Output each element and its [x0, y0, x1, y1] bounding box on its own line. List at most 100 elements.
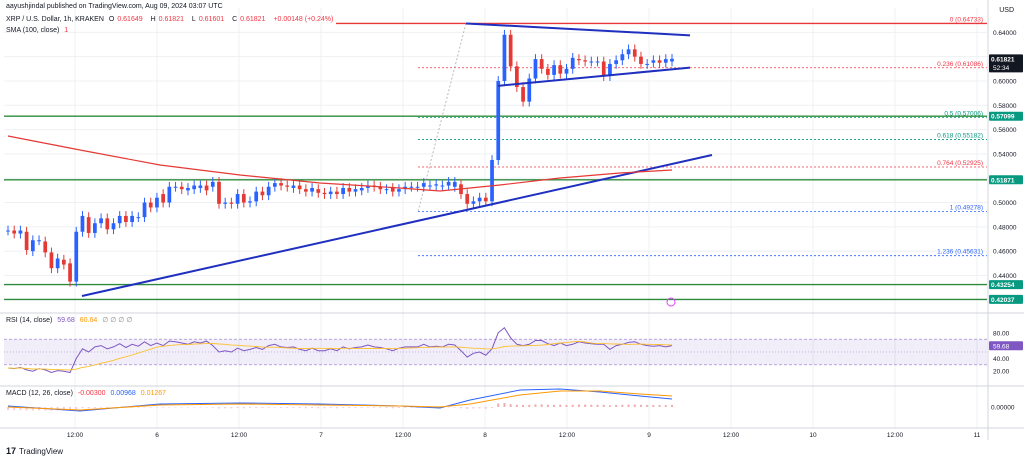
- candle-body-57: [359, 187, 364, 191]
- price-badge-1: 0.57099: [991, 114, 1015, 121]
- candle-body-30: [192, 185, 197, 190]
- macd-hist-46: [292, 407, 295, 408]
- rsi-ma-line: [7, 340, 673, 371]
- candle-body-46: [291, 185, 296, 188]
- candle-body-99: [620, 54, 625, 61]
- macd-hist-40: [255, 407, 258, 408]
- time-tick-3: 7: [319, 432, 323, 439]
- macd-hist-85: [534, 404, 537, 407]
- macd-hist-79: [497, 403, 500, 407]
- fib-label-3: 0.618 (0.55182): [937, 133, 983, 140]
- macd-hist-96: [602, 404, 605, 407]
- price-tick-4: 0.56000: [993, 127, 1017, 134]
- price-badge-bg-2: [989, 175, 1023, 185]
- author-line: aayushjindal published on TradingView.co…: [6, 3, 226, 10]
- candle-body-22: [142, 202, 147, 218]
- macd-hist-65: [410, 407, 413, 408]
- macd-hist-44: [280, 407, 283, 408]
- candle-body-56: [353, 189, 358, 192]
- candle-body-26: [167, 186, 172, 203]
- sma-value: 1: [64, 27, 69, 34]
- macd-hist-33: [211, 407, 214, 408]
- candle-body-47: [297, 185, 302, 190]
- candle-body-93: [583, 60, 587, 62]
- macd-hist-20: [131, 407, 134, 408]
- price-tick-3: 0.58000: [993, 103, 1017, 110]
- sma-line: [7, 135, 673, 192]
- fib-label-2: 0.5 (0.57006): [944, 110, 983, 117]
- candle-body-53: [335, 191, 339, 195]
- fib-label-6: 1.236 (0.45631): [937, 249, 983, 256]
- macd-hist-56: [354, 407, 357, 408]
- candle-body-72: [452, 181, 457, 187]
- candle-body-36: [229, 202, 234, 204]
- candle-body-44: [279, 183, 283, 186]
- macd-hist-92: [577, 404, 580, 407]
- macd-hist-97: [608, 405, 611, 407]
- macd-hist-104: [652, 404, 655, 407]
- macd-hist-11: [75, 407, 78, 410]
- candle-body-60: [378, 186, 383, 190]
- macd-hist-75: [472, 407, 475, 409]
- candle-body-5: [37, 240, 41, 242]
- macd-hist-2: [19, 407, 22, 411]
- candle-body-71: [446, 181, 451, 186]
- candle-body-10: [68, 263, 72, 282]
- macd-hist-63: [397, 407, 400, 408]
- candle-body-0: [6, 230, 10, 232]
- macd-hist-66: [416, 407, 419, 408]
- candle-body-100: [626, 49, 631, 55]
- macd-hist-13: [87, 407, 90, 409]
- price-tick-5: 0.54000: [993, 151, 1017, 158]
- candle-body-23: [148, 202, 153, 208]
- candle-body-76: [477, 197, 482, 202]
- macd-hist-36: [230, 407, 233, 409]
- macd-hist-106: [664, 405, 667, 407]
- macd-hist-53: [335, 407, 338, 409]
- macd-hist-52: [329, 407, 332, 409]
- price-badge-sub-0: 52:34: [993, 65, 1010, 72]
- macd-hist-78: [491, 407, 494, 409]
- candle-body-103: [645, 63, 650, 65]
- fib-label-0: 0 (0.64733): [950, 16, 983, 23]
- macd-hist-23: [149, 407, 152, 408]
- macd-hist-74: [466, 407, 469, 409]
- macd-hist-102: [639, 404, 642, 407]
- time-tick-2: 12:00: [231, 432, 248, 439]
- macd-hist-42: [267, 407, 270, 408]
- candle-body-106: [663, 59, 668, 63]
- price-badge-4: 0.42037: [991, 297, 1015, 304]
- candle-body-48: [304, 189, 308, 192]
- macd-hist-22: [143, 407, 146, 408]
- ohlc-l: L 0.61601: [191, 16, 225, 23]
- price-tick-8: 0.48000: [993, 224, 1017, 231]
- candle-body-27: [173, 186, 178, 188]
- candle-body-21: [136, 217, 141, 219]
- sma-label: SMA (100, close): [6, 27, 60, 34]
- macd-hist-101: [633, 404, 636, 407]
- candle-body-87: [546, 68, 550, 75]
- time-tick-10: 12:00: [887, 432, 904, 439]
- macd-hist-35: [224, 407, 227, 409]
- macd-hist-39: [249, 407, 252, 409]
- candle-body-34: [217, 181, 221, 204]
- macd-hist-82: [515, 404, 518, 407]
- price-badge-2: 0.51871: [991, 177, 1015, 184]
- candle-body-63: [397, 189, 401, 192]
- macd-hist-91: [571, 404, 574, 407]
- candle-body-84: [527, 78, 532, 102]
- macd-hist-83: [522, 404, 525, 407]
- time-tick-0: 12:00: [67, 432, 84, 439]
- candle-body-14: [93, 223, 97, 233]
- symbol-line: XRP / U.S. Dollar, 1h, KRAKEN O 0.61649 H…: [6, 16, 336, 23]
- rsi-pane: [4, 326, 987, 374]
- candle-body-28: [179, 186, 184, 190]
- price-tick-9: 0.46000: [993, 249, 1017, 256]
- macd-hist-24: [155, 407, 158, 408]
- macd-hist-61: [385, 407, 388, 409]
- candle-body-15: [99, 218, 103, 224]
- candle-body-7: [49, 252, 54, 269]
- macd-hist-9: [62, 407, 65, 411]
- macd-hist-105: [658, 404, 661, 407]
- macd-hist-76: [478, 407, 481, 409]
